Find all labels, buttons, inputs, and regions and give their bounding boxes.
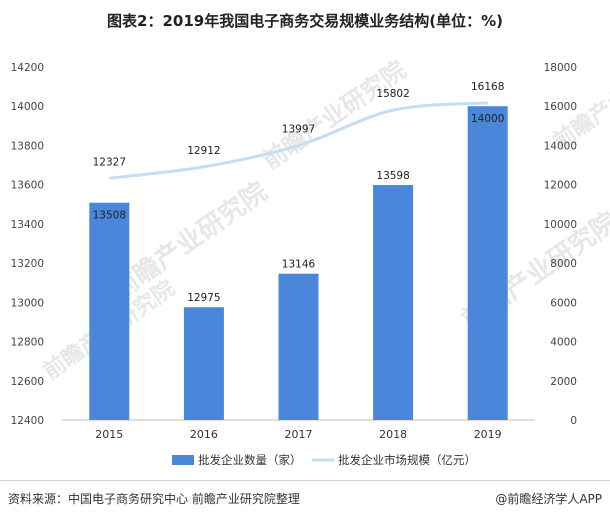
line-value-label: 12327 [93, 156, 126, 168]
bar-value-label: 14000 [471, 113, 504, 125]
watermark-text: 前瞻产业研究院 [257, 56, 411, 175]
x-tick-label: 2016 [190, 428, 218, 441]
legend: 批发企业数量（家） 批发企业市场规模（亿元） [172, 453, 476, 467]
line-path [109, 101, 488, 180]
y-right-tick-label: 10000 [544, 219, 577, 231]
bar-value-label: 13508 [93, 210, 126, 222]
page-title: 图表2：2019年我国电子商务交易规模业务结构(单位：%) [107, 12, 503, 30]
y-left-tick-label: 13400 [11, 219, 44, 231]
y-left-tick-label: 13000 [11, 297, 44, 309]
y-right-tick-label: 2000 [550, 376, 577, 388]
bar-value-label: 12975 [187, 292, 220, 304]
y-right-tick-label: 14000 [544, 140, 577, 152]
y-axis-left: 12400 12600 12800 13000 13200 13400 13600 13800… [11, 62, 44, 427]
legend-item-bar: 批发企业数量（家） [172, 453, 302, 467]
legend-label-line: 批发企业市场规模（亿元） [338, 453, 476, 467]
x-tick-label: 2015 [95, 428, 123, 441]
line-series [109, 101, 488, 180]
bar-value-label: 13598 [376, 170, 409, 182]
bar-2017 [278, 273, 319, 420]
y-left-tick-label: 12800 [11, 337, 44, 349]
line-value-label: 12912 [187, 145, 220, 157]
y-right-tick-label: 0 [570, 415, 577, 427]
bar-2019 [467, 106, 508, 420]
x-tick-label: 2018 [379, 428, 407, 441]
y-left-tick-label: 12600 [11, 376, 44, 388]
y-right-tick-label: 8000 [550, 258, 577, 270]
x-tick-label: 2019 [474, 428, 502, 441]
bar-2015 [89, 202, 130, 420]
x-axis-labels: 2015 2016 2017 2018 2019 [95, 428, 501, 441]
legend-swatch-bar [172, 455, 194, 465]
y-left-tick-label: 12400 [11, 415, 44, 427]
legend-label-bar: 批发企业数量（家） [198, 453, 302, 467]
y-right-tick-label: 16000 [544, 101, 577, 113]
y-right-tick-label: 18000 [544, 62, 577, 74]
line-value-label: 15802 [376, 88, 409, 100]
brand-credit: @前瞻经济学人APP [495, 492, 602, 506]
y-left-tick-label: 14200 [11, 62, 44, 74]
data-labels: 13508 12975 13146 13598 14000 12327 12912 13997… [93, 81, 505, 304]
line-value-label: 16168 [471, 81, 504, 93]
bar-series [89, 106, 508, 420]
line-value-label: 13997 [282, 124, 315, 136]
footer-divider [0, 480, 610, 481]
y-left-tick-label: 13800 [11, 140, 44, 152]
x-tick-label: 2017 [285, 428, 313, 441]
y-left-tick-label: 14000 [11, 101, 44, 113]
y-left-tick-label: 13200 [11, 258, 44, 270]
y-right-tick-label: 4000 [550, 337, 577, 349]
y-left-tick-label: 13600 [11, 180, 44, 192]
bar-value-label: 13146 [282, 259, 316, 271]
y-right-tick-label: 12000 [544, 180, 577, 192]
bar-2016 [183, 307, 224, 420]
y-right-tick-label: 6000 [550, 297, 577, 309]
y-axis-right: 0 2000 4000 6000 8000 10000 12000 14000 16000 180… [544, 62, 577, 427]
source-note: 资料来源：中国电子商务研究中心 前瞻产业研究院整理 [8, 492, 300, 506]
legend-item-line: 批发企业市场规模（亿元） [312, 453, 476, 467]
watermark-text: 前瞻产业研究院 [106, 176, 273, 306]
bar-2018 [373, 185, 414, 420]
